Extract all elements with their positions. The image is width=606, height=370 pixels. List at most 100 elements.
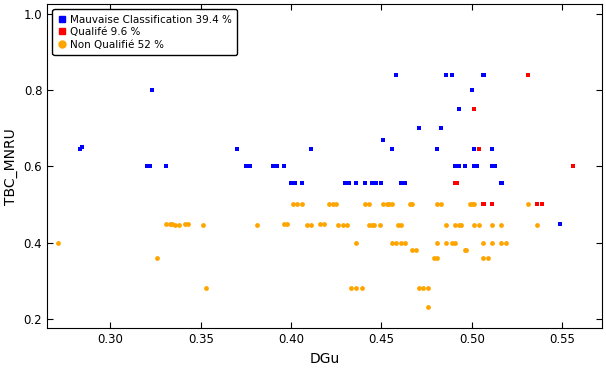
- Point: [424, 305, 433, 310]
- Point: [171, 222, 181, 228]
- Point: [523, 202, 533, 208]
- Point: [407, 247, 417, 253]
- Point: [451, 181, 461, 186]
- Point: [387, 146, 397, 152]
- Point: [467, 202, 476, 208]
- Point: [302, 222, 312, 228]
- Point: [324, 202, 334, 208]
- Point: [387, 240, 397, 246]
- Point: [478, 240, 487, 246]
- Point: [339, 222, 348, 228]
- Point: [479, 72, 489, 78]
- Point: [268, 163, 278, 169]
- Point: [369, 222, 379, 228]
- Point: [346, 285, 356, 291]
- Point: [474, 146, 484, 152]
- Point: [487, 240, 496, 246]
- Point: [487, 222, 496, 228]
- Point: [453, 181, 462, 186]
- Point: [467, 87, 476, 93]
- Point: [568, 163, 578, 169]
- Point: [407, 202, 417, 208]
- Point: [306, 222, 316, 228]
- Point: [468, 222, 478, 228]
- Point: [478, 202, 487, 208]
- Point: [468, 202, 478, 208]
- Point: [556, 221, 565, 226]
- Point: [384, 202, 393, 208]
- Point: [368, 222, 378, 228]
- Point: [75, 146, 85, 152]
- Point: [442, 240, 451, 246]
- Point: [496, 240, 505, 246]
- Point: [468, 106, 478, 112]
- Point: [454, 163, 464, 169]
- Point: [433, 146, 442, 152]
- Point: [393, 222, 402, 228]
- Point: [331, 202, 341, 208]
- Point: [396, 222, 406, 228]
- Point: [460, 163, 470, 169]
- Point: [415, 285, 424, 291]
- Point: [77, 144, 87, 150]
- Point: [433, 255, 442, 261]
- Point: [382, 202, 391, 208]
- Point: [272, 163, 282, 169]
- Point: [282, 221, 292, 226]
- Point: [429, 255, 439, 261]
- Point: [523, 72, 533, 78]
- Point: [415, 125, 424, 131]
- Point: [496, 181, 505, 186]
- Point: [364, 202, 374, 208]
- X-axis label: DGu: DGu: [310, 352, 339, 366]
- Point: [364, 222, 374, 228]
- Point: [451, 163, 461, 169]
- Point: [400, 181, 410, 186]
- Point: [344, 181, 354, 186]
- Point: [433, 240, 442, 246]
- Point: [286, 181, 296, 186]
- Point: [288, 202, 298, 208]
- Point: [145, 163, 155, 169]
- Point: [487, 146, 496, 152]
- Point: [442, 222, 451, 228]
- Point: [468, 146, 478, 152]
- Point: [462, 247, 471, 253]
- Point: [400, 240, 410, 246]
- Point: [456, 222, 466, 228]
- Point: [447, 72, 457, 78]
- Point: [290, 181, 299, 186]
- Point: [532, 202, 542, 208]
- Point: [232, 146, 242, 152]
- Point: [368, 181, 378, 186]
- Point: [538, 202, 547, 208]
- Point: [142, 163, 152, 169]
- Point: [433, 202, 442, 208]
- Point: [279, 221, 288, 226]
- Point: [411, 247, 421, 253]
- Point: [391, 240, 401, 246]
- Point: [315, 221, 325, 226]
- Point: [498, 181, 507, 186]
- Point: [442, 72, 451, 78]
- Point: [436, 202, 446, 208]
- Point: [241, 163, 251, 169]
- Point: [306, 146, 316, 152]
- Point: [532, 222, 542, 228]
- Point: [454, 106, 464, 112]
- Point: [183, 221, 193, 226]
- Point: [375, 222, 384, 228]
- Point: [342, 222, 352, 228]
- Point: [162, 163, 171, 169]
- Point: [418, 285, 428, 291]
- Point: [319, 221, 328, 226]
- Point: [483, 255, 493, 261]
- Point: [465, 202, 474, 208]
- Point: [53, 240, 63, 246]
- Point: [179, 221, 189, 226]
- Point: [201, 285, 211, 291]
- Point: [478, 72, 487, 78]
- Point: [487, 202, 496, 208]
- Point: [396, 240, 406, 246]
- Point: [405, 202, 415, 208]
